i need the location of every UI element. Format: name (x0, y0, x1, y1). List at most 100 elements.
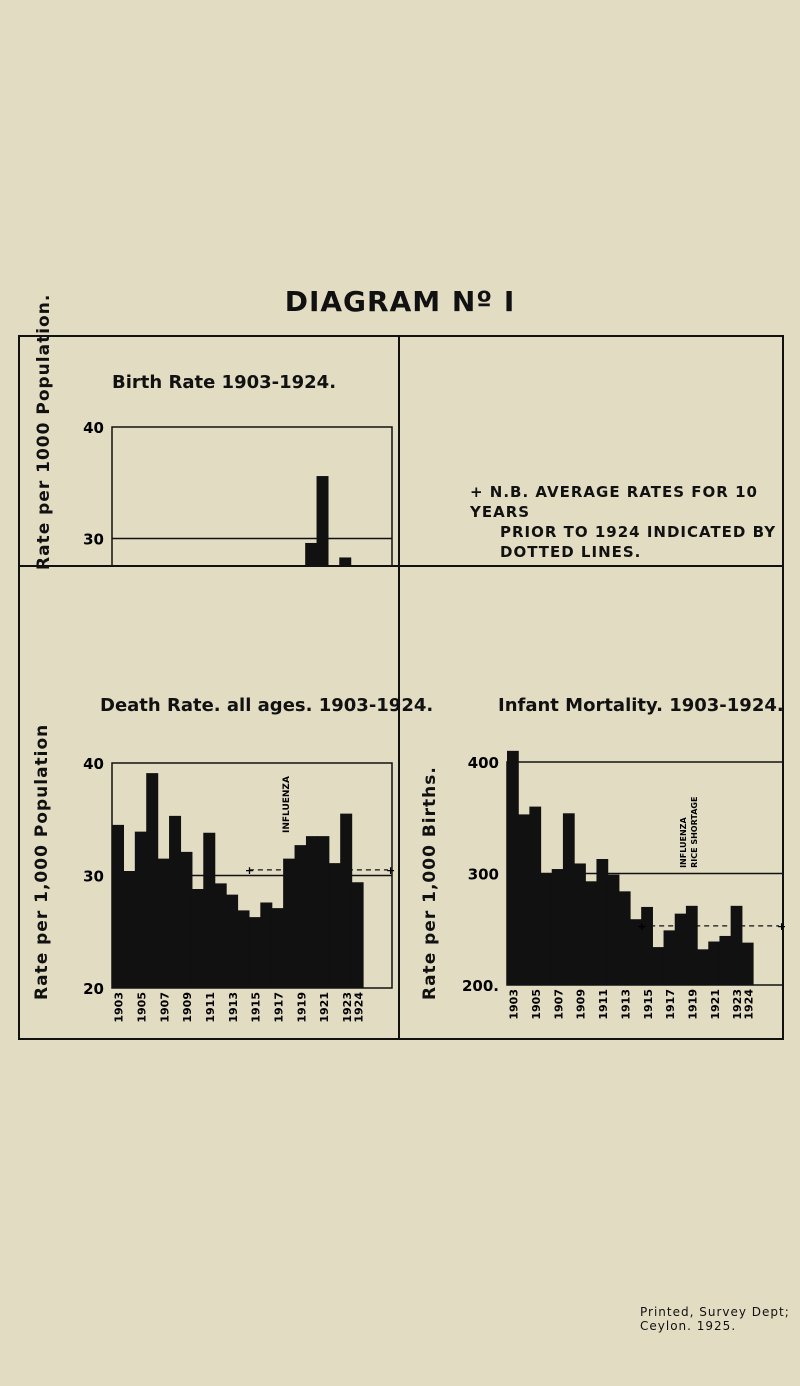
birth-rate-chart: 203040++19031905190719091911191319151917… (83, 419, 393, 565)
average-marker: + (245, 864, 254, 877)
x-tick-label: 1905 (136, 992, 149, 1023)
bar-1912 (214, 883, 227, 988)
vertical-divider (398, 335, 400, 1040)
infant-mortality-chart: 200. 300 400 + +1903 1905 1907 1909 1911 1913 1915… (462, 750, 785, 1020)
infant-mortality-ylabel: Rate per 1,000 Births. (420, 766, 440, 1000)
bar-1918 (674, 913, 687, 985)
bar-1903 (112, 824, 125, 988)
x-tick-label: 1911 (204, 992, 217, 1023)
note: + N.B. Average rates for 10 years prior … (470, 482, 800, 562)
y-tick-label: 30 (83, 531, 104, 549)
note-line1: Average rates for 10 years (470, 483, 758, 521)
y-tick-label: 40 (83, 419, 104, 437)
bar-1916 (260, 902, 273, 988)
birth-rate-title: Birth Rate 1903-1924. (112, 372, 337, 393)
printer-credit: Printed, Survey Dept; Ceylon. 1925. (640, 1305, 790, 1333)
bar-1917 (271, 908, 284, 988)
diagram-frame (18, 335, 784, 1040)
x-tick-label: 1915 (642, 989, 655, 1020)
x-tick-label: 1915 (250, 992, 263, 1023)
bar-1907 (157, 858, 170, 988)
x-tick-label: 1921 (318, 992, 331, 1023)
x-tick-label: 1903 (508, 989, 521, 1020)
death-rate-chart: 20 30 40 + +1903 1905 1907 1909 1911 1913 1915 1917… (83, 755, 395, 1023)
bar-1914 (237, 910, 250, 988)
y-tick-label: 400 (468, 754, 499, 772)
x-tick-label: 1923 (731, 989, 744, 1020)
average-marker: + (777, 920, 785, 933)
bar-1910 (191, 889, 204, 988)
x-tick-label: 1924 (742, 989, 755, 1020)
annotation-rice-shortage: RICE SHORTAGE (690, 797, 699, 868)
x-tick-label: 1913 (227, 992, 240, 1023)
bar-1903 (507, 750, 519, 985)
bar-1913 (226, 894, 239, 988)
bar-1911 (596, 859, 609, 985)
bar-1917 (663, 930, 676, 985)
y-tick-label: 300 (468, 866, 499, 884)
x-tick-label: 1905 (530, 989, 543, 1020)
bar-1916 (652, 947, 665, 985)
bar-1909 (180, 851, 193, 988)
diagram-title: DIAGRAM Nº I (284, 285, 516, 318)
note-line2: prior to 1924 indicated by (500, 523, 777, 541)
note-line3: dotted Lines. (500, 543, 642, 561)
x-tick-label: 1923 (341, 992, 354, 1023)
bar-1904 (518, 814, 530, 985)
bar-1919 (685, 905, 698, 985)
bar-1906 (540, 873, 553, 985)
x-tick-label: 1919 (295, 992, 308, 1023)
x-tick-label: 1917 (664, 989, 677, 1020)
bar-1919 (294, 845, 307, 988)
x-tick-label: 1919 (687, 989, 700, 1020)
bar-1915 (248, 917, 261, 988)
bar-1910 (585, 881, 598, 985)
bar-1920 (305, 836, 318, 988)
bar-1908 (562, 813, 575, 985)
annotation-influenza: INFLUENZA (282, 776, 292, 833)
bar-1921 (317, 836, 330, 988)
bar-1904 (123, 871, 136, 988)
horizontal-divider (18, 565, 784, 567)
x-tick-label: 1903 (113, 992, 126, 1023)
bar-1923 (340, 813, 353, 988)
death-rate-title: Death Rate. all ages. 1903-1924. (100, 695, 434, 716)
annotation-influenza: INFLUENZA (679, 817, 688, 868)
x-tick-label: 1907 (552, 989, 565, 1020)
bar-1909 (574, 863, 586, 985)
bar-1914 (630, 919, 642, 985)
x-tick-label: 1909 (181, 992, 194, 1023)
average-marker: + (637, 920, 646, 933)
bar-1906 (146, 773, 159, 988)
bar-1924 (741, 942, 754, 985)
y-tick-label: 20 (83, 980, 104, 998)
x-tick-label: 1924 (352, 992, 365, 1023)
bar-1921 (316, 476, 329, 565)
y-tick-label: 30 (83, 868, 104, 886)
x-tick-label: 1917 (272, 992, 285, 1023)
bar-1918 (283, 858, 296, 988)
plot-frame (111, 426, 393, 565)
x-tick-label: 1921 (709, 989, 722, 1020)
x-tick-label: 1913 (619, 989, 632, 1020)
bar-1923 (730, 905, 743, 985)
bar-1922 (719, 935, 732, 985)
y-tick-label: 200. (462, 977, 499, 995)
x-tick-label: 1907 (158, 992, 171, 1023)
bar-1912 (607, 874, 620, 985)
y-tick-label: 40 (83, 755, 104, 773)
bar-1920 (697, 949, 709, 985)
note-prefix: + N.B. (470, 483, 530, 501)
bar-1905 (529, 806, 542, 985)
x-tick-label: 1909 (575, 989, 588, 1020)
bar-1922 (328, 863, 341, 988)
bar-1915 (641, 906, 653, 985)
bar-1921 (708, 941, 721, 985)
bar-1920 (305, 542, 318, 565)
bar-1905 (134, 831, 147, 988)
bar-1913 (618, 891, 631, 985)
bar-1924 (351, 882, 364, 988)
x-tick-label: 1911 (597, 989, 610, 1020)
bar-1907 (551, 869, 564, 985)
